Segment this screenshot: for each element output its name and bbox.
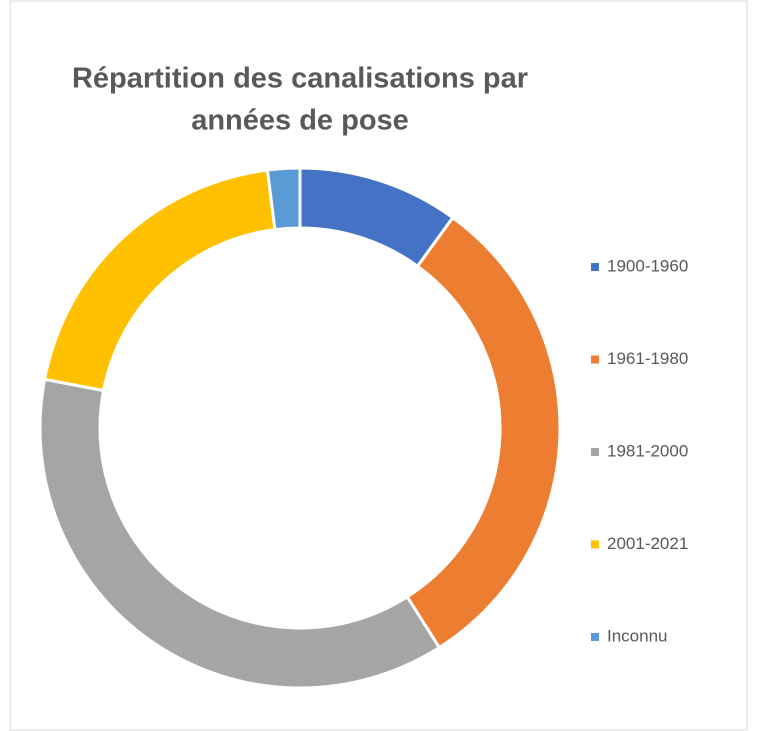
legend-label: 1961-1980 <box>607 349 688 368</box>
legend-swatch <box>591 448 599 456</box>
donut-segment <box>38 377 442 690</box>
legend-label: Inconnu <box>607 626 668 645</box>
legend-swatch <box>591 355 599 364</box>
legend-swatch <box>591 633 599 641</box>
legend-label: 2001-2021 <box>607 534 688 553</box>
donut-segment <box>265 166 302 232</box>
legend-swatch <box>591 263 599 271</box>
legend-label: 1981-2000 <box>607 441 688 460</box>
legend-label: 1900-1960 <box>607 256 688 275</box>
chart-title: Répartition des canalisations par <box>72 63 528 95</box>
legend-swatch <box>591 540 599 549</box>
chart-title: années de pose <box>191 105 409 137</box>
